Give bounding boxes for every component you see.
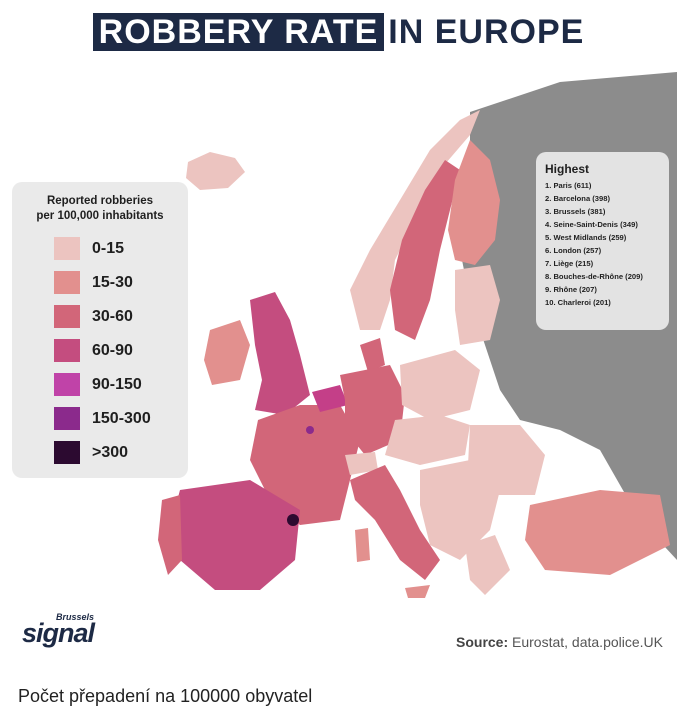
legend-label: >300: [92, 443, 129, 461]
caption: Počet přepadení na 100000 obyvatel: [18, 686, 313, 706]
legend-panel: Reported robberies per 100,000 inhabitan…: [12, 182, 188, 478]
highest-panel: Highest 1. Paris (611) 2. Barcelona (398…: [536, 152, 669, 330]
region-balkans: [420, 460, 500, 560]
legend-label: 15-30: [92, 273, 133, 291]
legend-swatch: [54, 407, 80, 430]
legend-item: 30-60: [54, 305, 133, 328]
logo-small-text: Brussels: [56, 612, 95, 622]
highest-item: 1. Paris (611): [545, 181, 592, 190]
region-sardinia: [355, 528, 370, 562]
legend-label: 60-90: [92, 341, 133, 359]
region-romania: [468, 425, 545, 495]
legend-swatch: [54, 373, 80, 396]
region-sicily: [405, 585, 430, 598]
region-portugal: [158, 495, 182, 575]
legend-swatch: [54, 441, 80, 464]
legend-item: 0-15: [54, 237, 124, 260]
legend-title-line2: per 100,000 inhabitants: [36, 210, 164, 222]
region-ireland: [204, 320, 250, 385]
region-central: [385, 415, 470, 465]
legend-item: 90-150: [54, 373, 142, 396]
highest-item: 9. Rhône (207): [545, 285, 597, 294]
highest-item: 8. Bouches-de-Rhône (209): [545, 272, 643, 281]
region-turkey: [525, 490, 670, 575]
legend-label: 90-150: [92, 375, 142, 393]
source-note: Source: Eurostat, data.police.UK: [456, 634, 663, 650]
brussels-signal-logo: Brussels signal: [22, 612, 122, 652]
highest-item: 4. Seine-Saint-Denis (349): [545, 220, 638, 229]
title-rest: IN EUROPE: [388, 13, 585, 51]
legend-swatch: [54, 339, 80, 362]
legend-label: 150-300: [92, 409, 151, 427]
source-label: Source:: [456, 634, 509, 650]
legend-swatch: [54, 237, 80, 260]
legend-item: >300: [54, 441, 128, 464]
legend-swatch: [54, 305, 80, 328]
legend-title-line1: Reported robberies: [46, 195, 154, 207]
region-denmark: [360, 338, 385, 372]
logo-big-text: signal: [22, 618, 95, 648]
legend-label: 30-60: [92, 307, 133, 325]
region-barcelona-hotspot: [287, 514, 299, 526]
region-benelux: [312, 385, 348, 412]
legend-item: 150-300: [54, 407, 151, 430]
legend-title: Reported robberies per 100,000 inhabitan…: [12, 194, 188, 224]
region-uk: [250, 292, 310, 415]
region-paris-hotspot: [306, 426, 314, 434]
region-baltics: [455, 265, 500, 345]
region-finland: [448, 140, 500, 265]
legend-item: 60-90: [54, 339, 133, 362]
region-italy: [350, 465, 440, 580]
highest-title: Highest: [545, 162, 590, 176]
title-highlighted: ROBBERY RATE: [92, 13, 385, 51]
highest-item: 3. Brussels (381): [545, 207, 606, 216]
map-title: ROBBERY RATE IN EUROPE: [0, 10, 677, 54]
legend-label: 0-15: [92, 239, 125, 257]
region-france: [250, 405, 360, 525]
region-greece: [465, 535, 510, 595]
region-germany: [340, 365, 405, 455]
legend-item: 15-30: [54, 271, 133, 294]
highest-item: 2. Barcelona (398): [545, 194, 610, 203]
region-sweden: [390, 160, 460, 340]
region-poland: [400, 350, 480, 420]
source-text: Eurostat, data.police.UK: [512, 634, 663, 650]
highest-item: 6. London (257): [545, 246, 602, 255]
legend-swatch: [54, 271, 80, 294]
region-switzerland: [345, 452, 378, 475]
highest-item: 10. Charleroi (201): [545, 298, 611, 307]
highest-item: 5. West Midlands (259): [545, 233, 627, 242]
region-spain: [172, 480, 300, 590]
highest-list: 1. Paris (611) 2. Barcelona (398) 3. Bru…: [536, 179, 669, 309]
highest-item: 7. Liège (215): [545, 259, 594, 268]
region-iceland: [186, 152, 245, 190]
